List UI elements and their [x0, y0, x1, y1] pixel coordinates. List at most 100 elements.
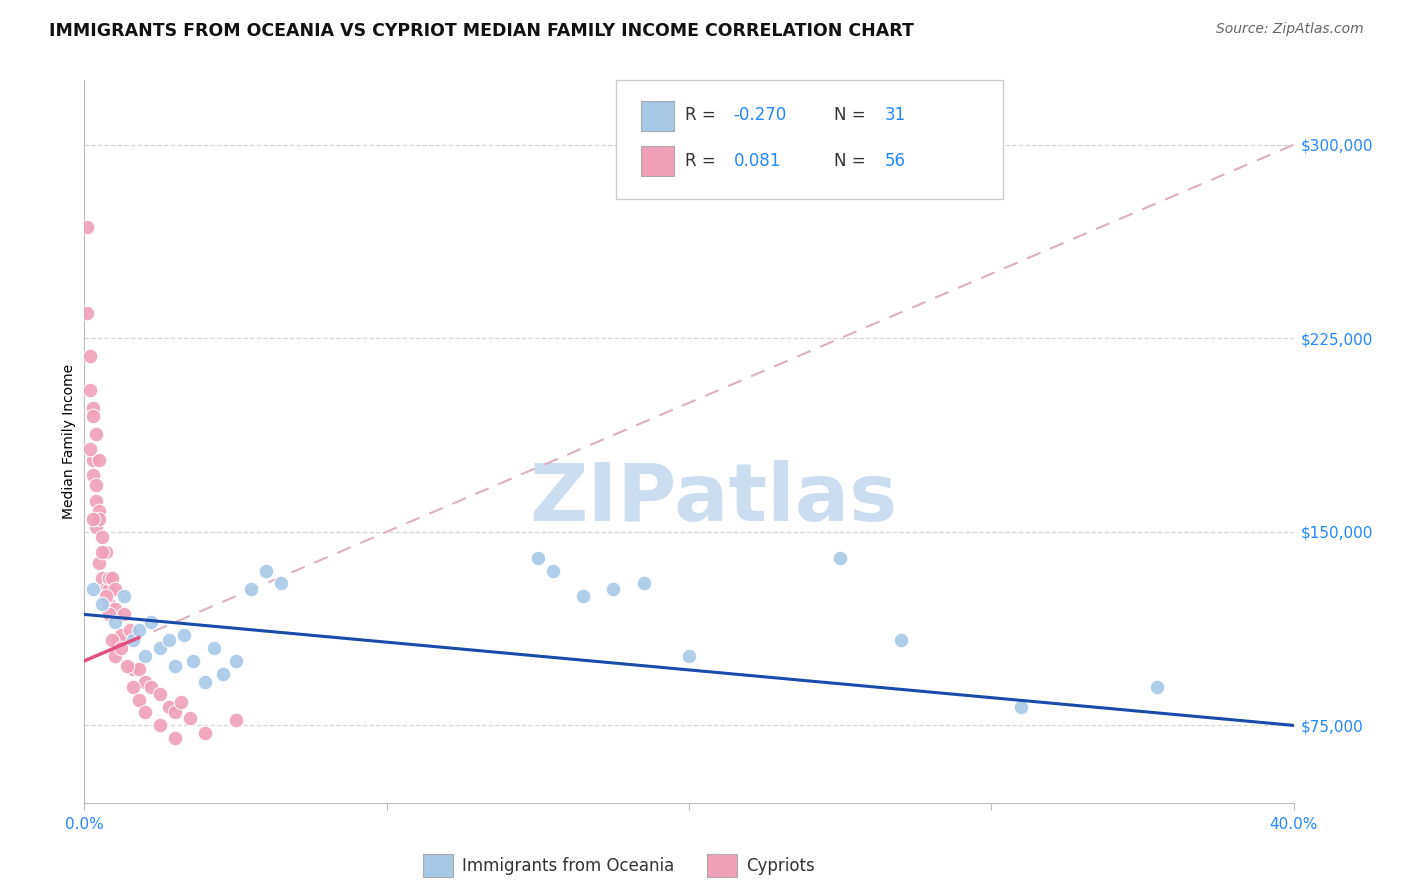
Point [830, 550, 852, 565]
Point [76, 220, 98, 235]
Point [112, 590, 135, 604]
Point [82, 409, 104, 423]
Text: IMMIGRANTS FROM OCEANIA VS CYPRIOT MEDIAN FAMILY INCOME CORRELATION CHART: IMMIGRANTS FROM OCEANIA VS CYPRIOT MEDIA… [49, 22, 914, 40]
Point [97, 582, 120, 596]
Point [94, 545, 117, 559]
Point [82, 401, 104, 415]
Point [1146, 680, 1168, 694]
Point [149, 718, 172, 732]
Point [89, 504, 111, 518]
Point [270, 576, 292, 591]
Point [100, 633, 122, 648]
Point [100, 571, 122, 585]
Point [107, 633, 129, 648]
Point [121, 680, 143, 694]
Point [91, 530, 114, 544]
Point [165, 706, 187, 720]
Point [239, 582, 262, 596]
Y-axis label: Median Family Income: Median Family Income [62, 364, 76, 519]
Text: R =: R = [685, 106, 716, 124]
Text: ZIPatlas: ZIPatlas [529, 460, 897, 539]
Text: Immigrants from Oceania: Immigrants from Oceania [461, 856, 673, 875]
Point [134, 648, 156, 663]
Point [134, 674, 156, 689]
Point [86, 519, 108, 533]
Point [86, 426, 108, 441]
Point [202, 640, 225, 655]
Point [82, 452, 104, 467]
Point [170, 695, 193, 709]
FancyBboxPatch shape [616, 80, 1004, 200]
Point [91, 571, 114, 585]
Point [110, 640, 132, 655]
Text: R =: R = [685, 153, 716, 170]
Point [225, 654, 247, 668]
Point [82, 582, 104, 596]
Point [97, 607, 120, 622]
Point [254, 564, 277, 578]
Point [128, 662, 150, 676]
Point [225, 713, 247, 727]
Point [104, 648, 127, 663]
Point [1011, 700, 1033, 714]
Point [194, 674, 217, 689]
Text: 56: 56 [884, 153, 905, 170]
Point [165, 731, 187, 746]
Point [181, 654, 204, 668]
Point [110, 628, 132, 642]
Text: N =: N = [834, 106, 866, 124]
Point [89, 556, 111, 570]
Point [128, 623, 150, 637]
Point [527, 550, 550, 565]
Text: N =: N = [834, 153, 866, 170]
Point [79, 442, 101, 457]
Point [82, 512, 104, 526]
Point [115, 659, 138, 673]
Point [212, 666, 235, 681]
Point [118, 623, 141, 637]
Point [134, 706, 156, 720]
Point [139, 615, 162, 630]
Point [179, 711, 201, 725]
Point [86, 478, 108, 492]
Point [121, 633, 143, 648]
Point [89, 452, 111, 467]
Point [128, 692, 150, 706]
Point [633, 576, 655, 591]
Point [890, 633, 912, 648]
Text: Cypriots: Cypriots [745, 856, 814, 875]
Point [104, 615, 127, 630]
Point [91, 545, 114, 559]
Point [157, 700, 180, 714]
Point [678, 648, 700, 663]
Point [121, 662, 143, 676]
FancyBboxPatch shape [423, 855, 453, 877]
Point [572, 590, 595, 604]
Point [157, 633, 180, 648]
Text: 0.081: 0.081 [734, 153, 782, 170]
Point [149, 687, 172, 701]
Point [112, 607, 135, 622]
FancyBboxPatch shape [641, 146, 675, 177]
Text: 31: 31 [884, 106, 905, 124]
Point [79, 350, 101, 364]
Point [79, 383, 101, 397]
FancyBboxPatch shape [641, 101, 675, 131]
Text: -0.270: -0.270 [734, 106, 787, 124]
Point [76, 305, 98, 319]
Point [89, 512, 111, 526]
Point [82, 468, 104, 483]
Point [602, 582, 624, 596]
Point [94, 582, 117, 596]
Point [104, 602, 127, 616]
Point [94, 590, 117, 604]
Text: Source: ZipAtlas.com: Source: ZipAtlas.com [1216, 22, 1364, 37]
Point [91, 597, 114, 611]
Point [97, 571, 120, 585]
Point [86, 494, 108, 508]
FancyBboxPatch shape [707, 855, 737, 877]
Point [97, 597, 120, 611]
Point [194, 726, 217, 740]
Point [165, 659, 187, 673]
Point [173, 628, 195, 642]
